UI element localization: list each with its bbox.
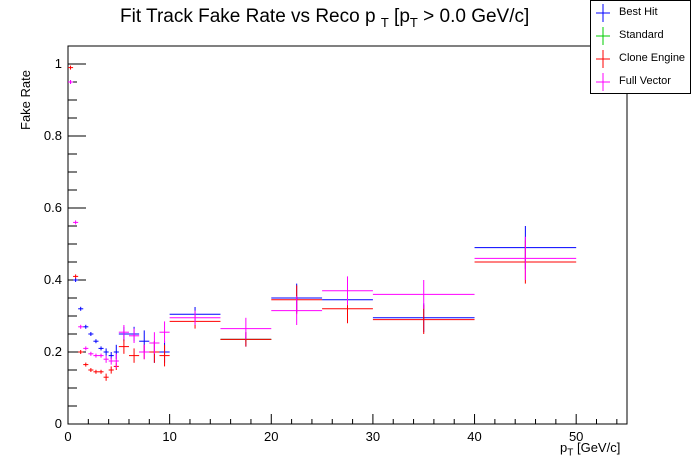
y-tick-label: 0.8 — [44, 128, 62, 143]
chart-title: Fit Track Fake Rate vs Reco p T [pT > 0.… — [120, 6, 529, 30]
legend-marker-standard — [596, 27, 610, 45]
legend-label: Full Vector — [619, 75, 671, 87]
x-tick-label: 10 — [162, 429, 176, 444]
legend: Best Hit Standard Clone Engine Full Vect… — [590, 0, 691, 94]
legend-entry-full-vector: Full Vector — [591, 71, 690, 93]
x-axis-label-subscript: T — [567, 447, 574, 459]
y-tick-label: 0 — [55, 416, 62, 431]
title-subscript: T — [380, 14, 389, 30]
x-tick-label: 30 — [366, 429, 380, 444]
y-tick-label: 1 — [55, 56, 62, 71]
legend-entry-standard: Standard — [591, 25, 690, 47]
x-tick-label: 20 — [264, 429, 278, 444]
y-tick-label: 0.4 — [44, 272, 62, 287]
plot-frame — [67, 45, 628, 425]
title-subscript-2: T — [409, 14, 418, 30]
x-tick-label: 50 — [569, 429, 583, 444]
title-main: Fit Track Fake Rate vs Reco p — [120, 6, 376, 27]
x-tick-label: 0 — [64, 429, 71, 444]
legend-label: Standard — [619, 29, 664, 41]
y-tick-label: 0.6 — [44, 200, 62, 215]
x-axis-label: pT [GeV/c] — [560, 440, 620, 459]
y-tick-label: 0.2 — [44, 344, 62, 359]
legend-marker-best-hit — [596, 4, 610, 22]
y-axis-label: Fake Rate — [18, 70, 33, 130]
legend-entry-best-hit: Best Hit — [591, 2, 690, 24]
legend-marker-full-vector — [596, 73, 610, 91]
title-rest: [p — [394, 6, 410, 27]
legend-label: Best Hit — [619, 6, 658, 18]
title-end: > 0.0 GeV/c] — [423, 6, 530, 27]
x-tick-label: 40 — [467, 429, 481, 444]
x-axis-label-rest: [GeV/c] — [576, 440, 621, 455]
legend-label: Clone Engine — [619, 52, 686, 64]
legend-entry-clone-engine: Clone Engine — [591, 48, 690, 70]
x-axis-label-main: p — [560, 440, 568, 455]
legend-marker-clone-engine — [596, 50, 610, 68]
